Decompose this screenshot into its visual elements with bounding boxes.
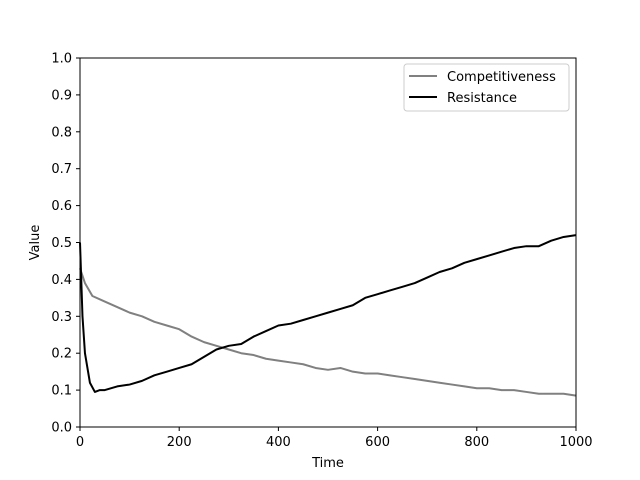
- x-axis-ticks: 0 200 400 600 800 1000: [76, 427, 593, 450]
- series-line-resistance: [79, 234, 577, 393]
- legend-box: [403, 63, 570, 112]
- y-tick-label: 0.5: [51, 236, 72, 251]
- y-tick-label: 0.0: [51, 421, 72, 436]
- legend: Competitiveness Resistance: [403, 63, 570, 112]
- series-lines: [79, 234, 577, 397]
- x-tick-label: 400: [266, 435, 291, 450]
- series-line-competitiveness: [79, 268, 577, 397]
- y-tick-label: 1.0: [51, 52, 72, 67]
- y-tick-label: 0.2: [51, 347, 72, 362]
- y-axis-label: Value: [28, 225, 43, 261]
- x-tick-label: 800: [464, 435, 489, 450]
- y-tick-label: 0.8: [51, 125, 72, 140]
- y-tick-label: 0.4: [51, 273, 72, 288]
- plot-frame: [79, 57, 577, 428]
- y-axis-ticks: 0.0 0.1 0.2 0.3 0.4 0.5 0.6 0.7 0.8 0.9 1.0: [51, 52, 80, 436]
- y-tick-label: 0.9: [51, 88, 72, 103]
- y-tick-label: 0.7: [51, 162, 72, 177]
- y-tick-label: 0.1: [51, 384, 72, 399]
- legend-label-competitiveness: Competitiveness: [447, 70, 556, 85]
- x-tick-label: 600: [365, 435, 390, 450]
- x-tick-label: 0: [76, 435, 84, 450]
- x-tick-label: 1000: [559, 435, 592, 450]
- x-axis-label: Time: [311, 456, 344, 471]
- y-tick-label: 0.3: [51, 310, 72, 325]
- y-tick-label: 0.6: [51, 199, 72, 214]
- legend-label-resistance: Resistance: [447, 91, 517, 106]
- x-tick-label: 200: [167, 435, 192, 450]
